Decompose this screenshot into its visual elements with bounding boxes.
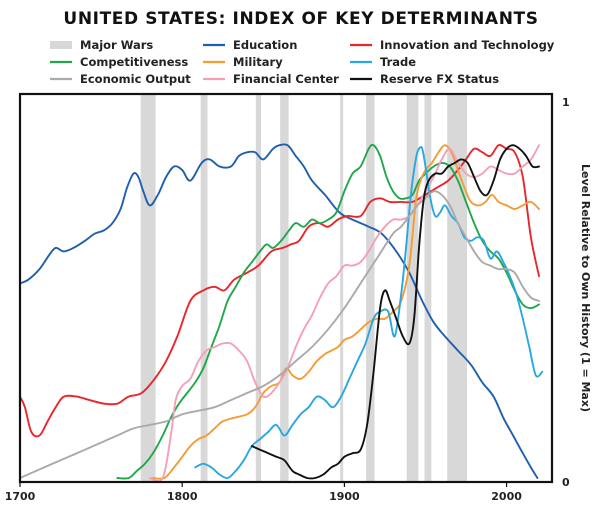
war-period-5 (366, 94, 375, 482)
x-tick-label-1900: 1900 (329, 490, 360, 503)
legend-label: Military (233, 55, 283, 69)
legend-item-economic-output: Economic Output (50, 72, 191, 86)
x-tick-label-1700: 1700 (5, 490, 36, 503)
legend-swatch (50, 41, 72, 49)
legend-item-military: Military (203, 55, 283, 69)
legend-item-innovation-and-technology: Innovation and Technology (350, 38, 555, 52)
x-tick-label-2000: 2000 (491, 490, 522, 503)
x-axis: 1700 1800 1900 2000 (5, 482, 522, 503)
war-period-7 (424, 94, 432, 482)
legend-item-financial-center: Financial Center (203, 72, 339, 86)
legend-label: Financial Center (233, 72, 339, 86)
y-axis-label: Level Relative to Own History (1 = Max) (579, 164, 592, 412)
legend: Major Wars Education Innovation and Techno… (50, 38, 555, 86)
legend-label: Major Wars (80, 38, 153, 52)
war-period-4 (340, 94, 344, 482)
series-line-trade (194, 146, 544, 480)
series-line-reserve-fx-status (250, 144, 540, 480)
legend-item-reserve-fx-status: Reserve FX Status (350, 72, 499, 86)
chart-title: UNITED STATES: INDEX OF KEY DETERMINANTS (63, 9, 538, 29)
series-line-economic-output (19, 190, 540, 479)
series-layer (19, 143, 544, 483)
war-period-3 (280, 94, 289, 482)
legend-item-trade: Trade (350, 55, 416, 69)
war-period-6 (406, 94, 419, 482)
series-line-competitiveness (116, 143, 540, 480)
legend-item-competitiveness: Competitiveness (50, 55, 188, 69)
series-line-innovation-and-technology (19, 144, 540, 438)
war-period-8 (447, 94, 468, 482)
war-period-1 (200, 94, 208, 482)
series-line-military (152, 144, 540, 480)
legend-label: Innovation and Technology (380, 38, 555, 52)
series-line-education (19, 143, 539, 479)
y-tick-label-0: 0 (562, 476, 570, 489)
y-tick-label-1: 1 (562, 96, 570, 109)
legend-item-education: Education (203, 38, 297, 52)
war-period-0 (140, 94, 156, 482)
legend-label: Reserve FX Status (380, 72, 499, 86)
y-axis: 01 (562, 96, 570, 489)
x-tick-label-1800: 1800 (167, 490, 198, 503)
legend-label: Trade (380, 55, 416, 69)
legend-label: Education (233, 38, 297, 52)
war-period-2 (255, 94, 262, 482)
plot-frame (18, 92, 554, 484)
series-line-financial-center (148, 144, 540, 483)
legend-label: Competitiveness (80, 55, 188, 69)
legend-label: Economic Output (80, 72, 191, 86)
legend-item-major-wars: Major Wars (50, 38, 153, 52)
